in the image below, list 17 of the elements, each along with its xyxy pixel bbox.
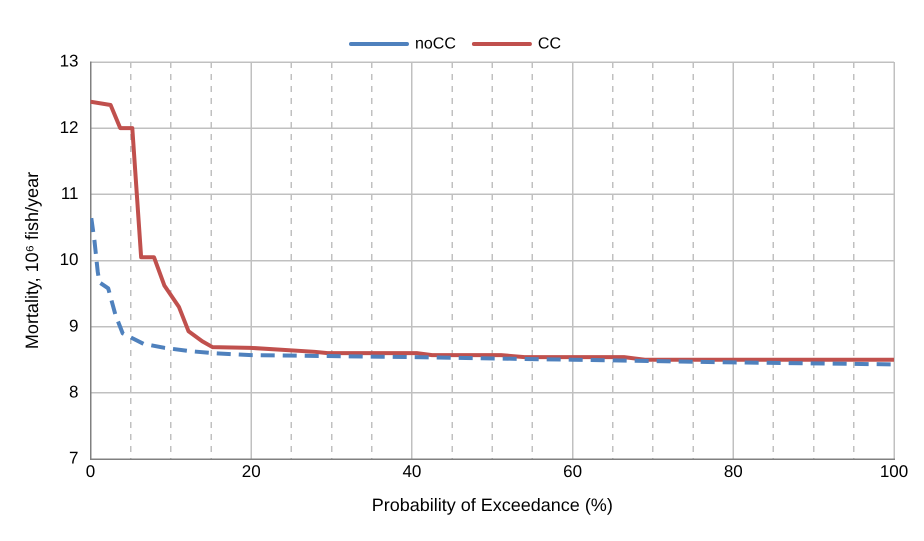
x-tick-label: 60 [563, 462, 582, 481]
legend-label: CC [538, 35, 562, 52]
y-axis-title: Mortality, 10⁶ fish/year [22, 172, 42, 350]
x-tick-label: 100 [880, 462, 908, 481]
y-tick-label: 12 [60, 118, 79, 137]
y-tick-label: 9 [69, 316, 79, 336]
legend-label: noCC [414, 35, 456, 52]
y-tick-label: 7 [69, 448, 79, 468]
x-tick-label: 80 [724, 462, 743, 481]
y-tick-label: 10 [60, 250, 79, 270]
x-tick-label: 40 [402, 462, 422, 481]
x-axis-title: Probability of Exceedance (%) [372, 495, 613, 516]
x-tick-label: 20 [242, 462, 261, 481]
y-tick-label: 13 [60, 52, 79, 71]
x-tick-label: 0 [86, 462, 96, 481]
y-tick-label: 11 [60, 184, 79, 204]
y-tick-label: 8 [69, 382, 79, 402]
